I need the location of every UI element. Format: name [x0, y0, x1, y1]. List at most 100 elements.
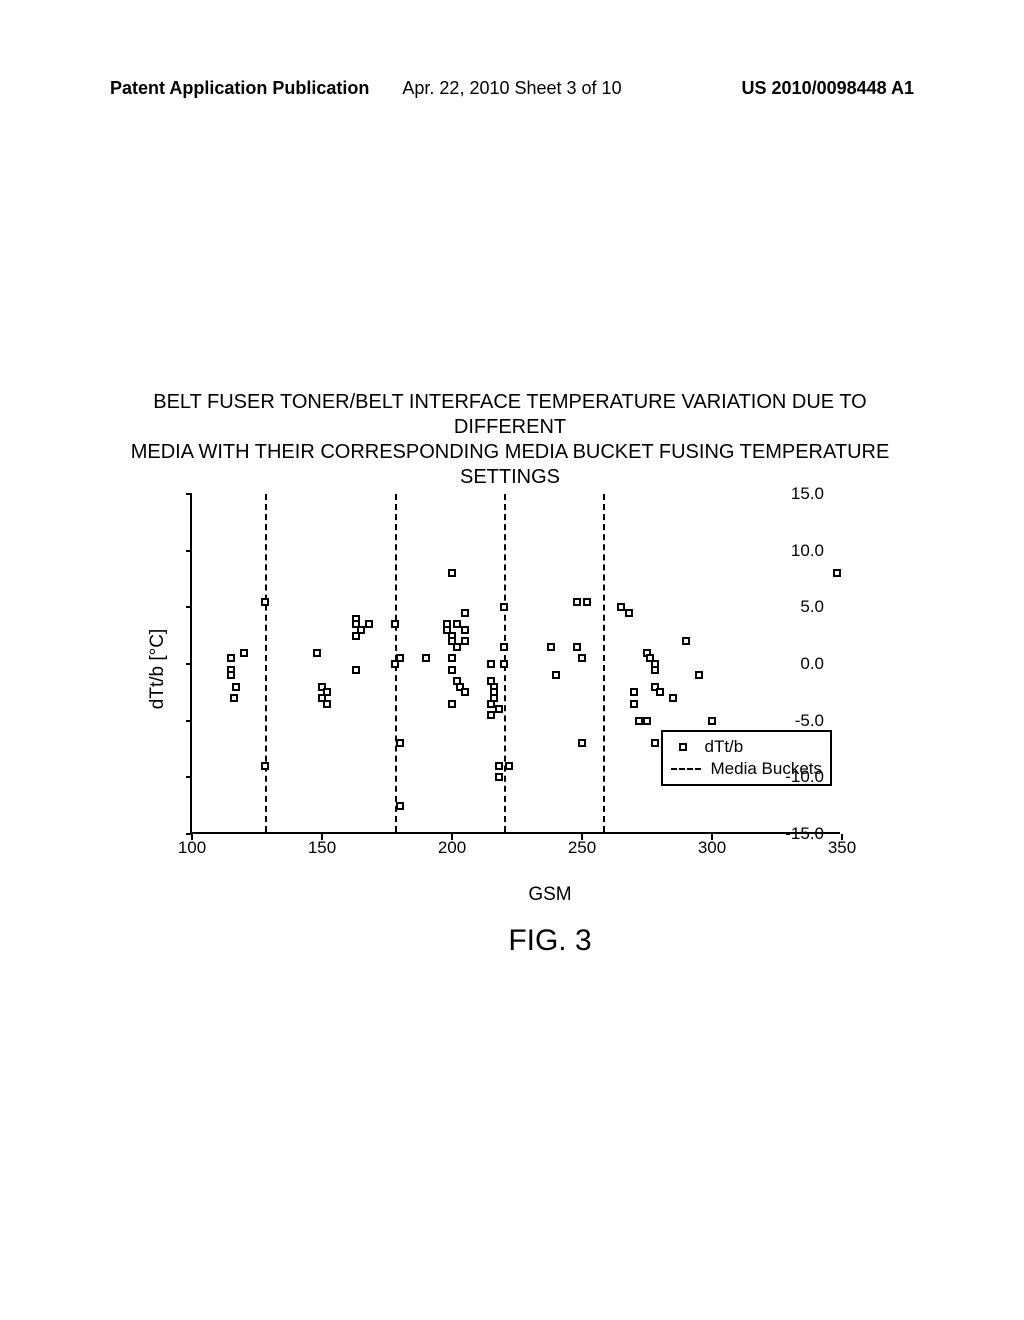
y-tick-label: -10.0	[764, 767, 824, 787]
data-marker	[651, 666, 659, 674]
data-marker	[552, 671, 560, 679]
y-tick-mark	[186, 606, 192, 608]
data-marker	[232, 683, 240, 691]
data-marker	[578, 739, 586, 747]
data-marker	[573, 598, 581, 606]
data-marker	[487, 700, 495, 708]
data-marker	[547, 643, 555, 651]
x-tick-label: 200	[438, 838, 466, 858]
data-marker	[583, 598, 591, 606]
chart-title-line1: BELT FUSER TONER/BELT INTERFACE TEMPERAT…	[110, 390, 910, 440]
y-tick-mark	[186, 720, 192, 722]
header-center: Apr. 22, 2010 Sheet 3 of 10	[402, 78, 621, 99]
data-marker	[656, 688, 664, 696]
x-tick-label: 250	[568, 838, 596, 858]
data-marker	[487, 660, 495, 668]
data-marker	[625, 609, 633, 617]
y-tick-label: -5.0	[764, 711, 824, 731]
media-bucket-line	[603, 494, 605, 832]
y-tick-label: 15.0	[764, 484, 824, 504]
chart-title: BELT FUSER TONER/BELT INTERFACE TEMPERAT…	[110, 390, 910, 490]
x-tick-mark	[321, 834, 323, 840]
data-marker	[708, 717, 716, 725]
legend-marker-icon	[679, 743, 687, 751]
x-tick-label: 100	[178, 838, 206, 858]
data-marker	[313, 649, 321, 657]
plot-area: dTt/b Media Buckets -15.0-10.0-5.00.05.0…	[190, 494, 840, 834]
data-marker	[227, 671, 235, 679]
x-tick-label: 350	[828, 838, 856, 858]
y-tick-label: 0.0	[764, 654, 824, 674]
y-axis-label: dTt/b [°C]	[147, 629, 169, 709]
data-marker	[352, 666, 360, 674]
data-marker	[365, 620, 373, 628]
data-marker	[422, 654, 430, 662]
data-marker	[500, 660, 508, 668]
data-marker	[500, 603, 508, 611]
y-tick-mark	[186, 663, 192, 665]
header-right: US 2010/0098448 A1	[742, 78, 914, 99]
data-marker	[461, 688, 469, 696]
y-tick-mark	[186, 776, 192, 778]
data-marker	[448, 569, 456, 577]
legend-row-series: dTt/b	[671, 736, 823, 758]
data-marker	[261, 598, 269, 606]
figure-label: FIG. 3	[190, 924, 910, 958]
data-marker	[630, 688, 638, 696]
y-tick-label: 10.0	[764, 541, 824, 561]
data-marker	[396, 739, 404, 747]
y-tick-label: -15.0	[764, 824, 824, 844]
y-tick-mark	[186, 550, 192, 552]
data-marker	[682, 637, 690, 645]
legend-series-label: dTt/b	[705, 737, 744, 757]
data-marker	[461, 637, 469, 645]
data-marker	[453, 643, 461, 651]
y-tick-label: 5.0	[764, 597, 824, 617]
data-marker	[227, 654, 235, 662]
data-marker	[391, 660, 399, 668]
data-marker	[448, 700, 456, 708]
data-marker	[448, 654, 456, 662]
data-marker	[495, 762, 503, 770]
x-tick-mark	[581, 834, 583, 840]
data-marker	[500, 643, 508, 651]
data-marker	[573, 643, 581, 651]
data-marker	[461, 626, 469, 634]
data-marker	[651, 739, 659, 747]
x-tick-mark	[711, 834, 713, 840]
x-tick-mark	[451, 834, 453, 840]
data-marker	[833, 569, 841, 577]
data-marker	[635, 717, 643, 725]
data-marker	[396, 802, 404, 810]
chart-area: dTt/b [°C] dTt/b Media Buckets -15.0-10.…	[190, 494, 910, 844]
y-tick-mark	[186, 493, 192, 495]
data-marker	[505, 762, 513, 770]
data-marker	[578, 654, 586, 662]
legend-dash-icon	[671, 768, 701, 770]
header-left: Patent Application Publication	[110, 78, 369, 99]
data-marker	[487, 711, 495, 719]
data-marker	[630, 700, 638, 708]
data-marker	[261, 762, 269, 770]
data-marker	[495, 705, 503, 713]
x-tick-label: 300	[698, 838, 726, 858]
x-axis-label: GSM	[528, 884, 571, 906]
x-tick-label: 150	[308, 838, 336, 858]
data-marker	[669, 694, 677, 702]
figure-container: BELT FUSER TONER/BELT INTERFACE TEMPERAT…	[110, 390, 910, 958]
data-marker	[495, 773, 503, 781]
data-marker	[357, 626, 365, 634]
data-marker	[323, 700, 331, 708]
x-tick-mark	[841, 834, 843, 840]
x-tick-mark	[191, 834, 193, 840]
data-marker	[230, 694, 238, 702]
data-marker	[695, 671, 703, 679]
data-marker	[617, 603, 625, 611]
data-marker	[240, 649, 248, 657]
data-marker	[391, 620, 399, 628]
data-marker	[461, 609, 469, 617]
data-marker	[448, 666, 456, 674]
chart-title-line2: MEDIA WITH THEIR CORRESPONDING MEDIA BUC…	[110, 440, 910, 490]
data-marker	[453, 620, 461, 628]
media-bucket-line	[265, 494, 267, 832]
